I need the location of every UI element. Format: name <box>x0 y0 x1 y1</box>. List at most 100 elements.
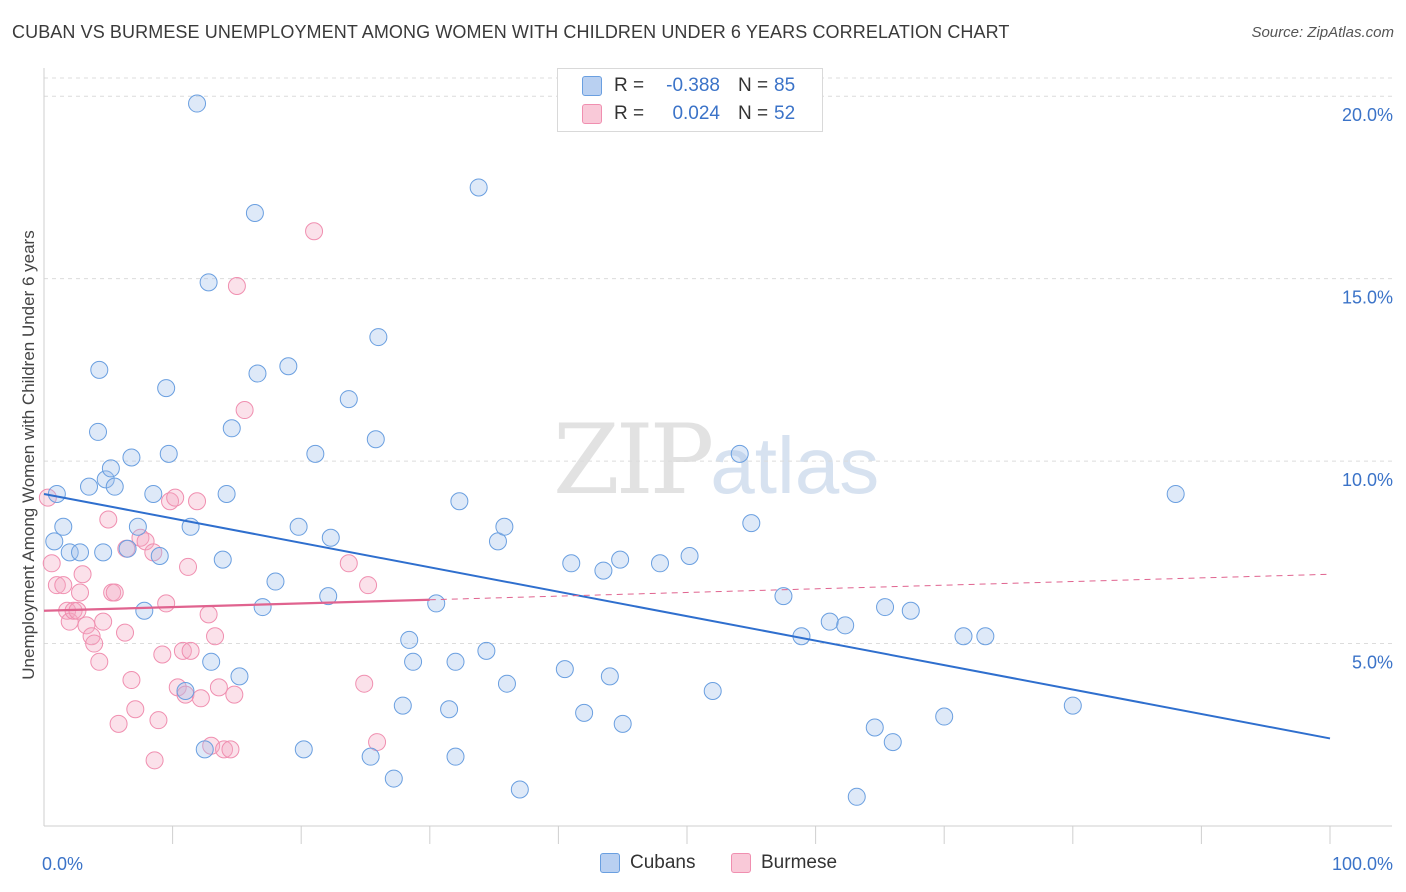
point-cubans <box>217 484 236 503</box>
point-cubans <box>60 543 79 562</box>
point-cubans <box>71 543 90 562</box>
point-cubans <box>54 517 73 536</box>
point-cubans <box>89 422 108 441</box>
legend-row-burmese: R = 0.024 N = 52 <box>582 101 795 127</box>
point-burmese <box>209 678 228 697</box>
point-cubans <box>730 444 749 463</box>
bottom-legend-swatch-burmese <box>731 853 751 873</box>
point-cubans <box>575 703 594 722</box>
point-cubans <box>80 477 99 496</box>
y-tick-label: 5.0% <box>1352 653 1393 673</box>
point-cubans <box>361 747 380 766</box>
point-cubans <box>195 740 214 759</box>
bottom-legend-burmese: Burmese <box>731 852 837 874</box>
point-cubans <box>96 470 115 489</box>
legend-n-value: 85 <box>774 75 796 96</box>
point-cubans <box>611 550 630 569</box>
point-cubans <box>122 448 141 467</box>
point-cubans <box>202 652 221 671</box>
point-burmese <box>339 554 358 573</box>
point-cubans <box>128 517 147 536</box>
point-cubans <box>876 598 895 617</box>
watermark: ZIPatlas <box>553 404 879 516</box>
point-cubans <box>469 178 488 197</box>
point-cubans <box>594 561 613 580</box>
point-cubans <box>47 484 66 503</box>
gridlines <box>44 77 1392 645</box>
point-cubans <box>159 444 178 463</box>
point-cubans <box>865 718 884 737</box>
point-burmese <box>188 492 207 511</box>
bottom-legend-label-cubans: Cubans <box>630 852 696 873</box>
point-cubans <box>393 696 412 715</box>
point-burmese <box>145 751 164 770</box>
point-cubans <box>289 517 308 536</box>
legend-r-value: -0.388 <box>666 75 720 96</box>
point-burmese <box>225 685 244 704</box>
point-cubans <box>742 514 761 533</box>
point-cubans <box>279 357 298 376</box>
point-cubans <box>157 379 176 398</box>
point-burmese <box>122 671 141 690</box>
point-cubans <box>477 641 496 660</box>
point-burmese <box>99 510 118 529</box>
point-burmese <box>105 583 124 602</box>
point-burmese <box>166 488 185 507</box>
point-cubans <box>144 484 163 503</box>
bottom-legend-swatch-cubans <box>600 853 620 873</box>
point-cubans <box>847 787 866 806</box>
correlation-legend: R = -0.388 N = 85 R = 0.024 N = 52 <box>557 68 823 132</box>
trend-line-burmese <box>43 598 430 612</box>
x-tick-label: 0.0% <box>42 854 83 874</box>
point-cubans <box>703 681 722 700</box>
point-cubans <box>294 740 313 759</box>
x-tick-label: 100.0% <box>1332 854 1393 874</box>
point-burmese <box>199 605 218 624</box>
series-burmese-points <box>38 222 387 770</box>
point-burmese <box>355 674 374 693</box>
point-cubans <box>384 769 403 788</box>
legend-row-cubans: R = -0.388 N = 85 <box>582 73 795 99</box>
point-cubans <box>369 328 388 347</box>
point-burmese <box>131 528 150 547</box>
point-cubans <box>253 598 272 617</box>
point-cubans <box>446 652 465 671</box>
source-label: Source: ZipAtlas.com <box>1251 24 1394 41</box>
point-burmese <box>116 623 135 642</box>
point-burmese <box>42 554 61 573</box>
point-cubans <box>680 546 699 565</box>
watermark-atlas: atlas <box>710 421 880 510</box>
point-cubans <box>213 550 232 569</box>
point-cubans <box>199 273 218 292</box>
point-burmese <box>157 594 176 613</box>
point-burmese <box>149 711 168 730</box>
point-burmese <box>221 740 240 759</box>
tick-labels: 5.0% 10.0% 15.0% 20.0% 0.0% 100.0% <box>42 105 1393 874</box>
point-cubans <box>118 539 137 558</box>
point-burmese <box>153 645 172 664</box>
legend-r-label: R = <box>614 75 645 96</box>
legend-swatch-cubans <box>582 76 602 96</box>
point-cubans <box>935 707 954 726</box>
point-cubans <box>820 612 839 631</box>
point-cubans <box>555 660 574 679</box>
bottom-legend-cubans: Cubans <box>600 852 696 874</box>
point-burmese <box>359 576 378 595</box>
point-cubans <box>1063 696 1082 715</box>
point-burmese <box>73 565 92 584</box>
legend-r-value: 0.024 <box>672 103 720 124</box>
point-burmese <box>181 641 200 660</box>
watermark-zip: ZIP <box>553 404 714 516</box>
point-burmese <box>191 689 210 708</box>
point-cubans <box>404 652 423 671</box>
point-burmese <box>161 492 180 511</box>
point-burmese <box>305 222 324 241</box>
point-burmese <box>173 641 192 660</box>
point-cubans <box>954 627 973 646</box>
legend-n-label: N = <box>738 103 769 124</box>
point-burmese <box>235 401 254 420</box>
bottom-legend-label-burmese: Burmese <box>761 852 838 873</box>
point-cubans <box>248 364 267 383</box>
point-cubans <box>135 601 154 620</box>
